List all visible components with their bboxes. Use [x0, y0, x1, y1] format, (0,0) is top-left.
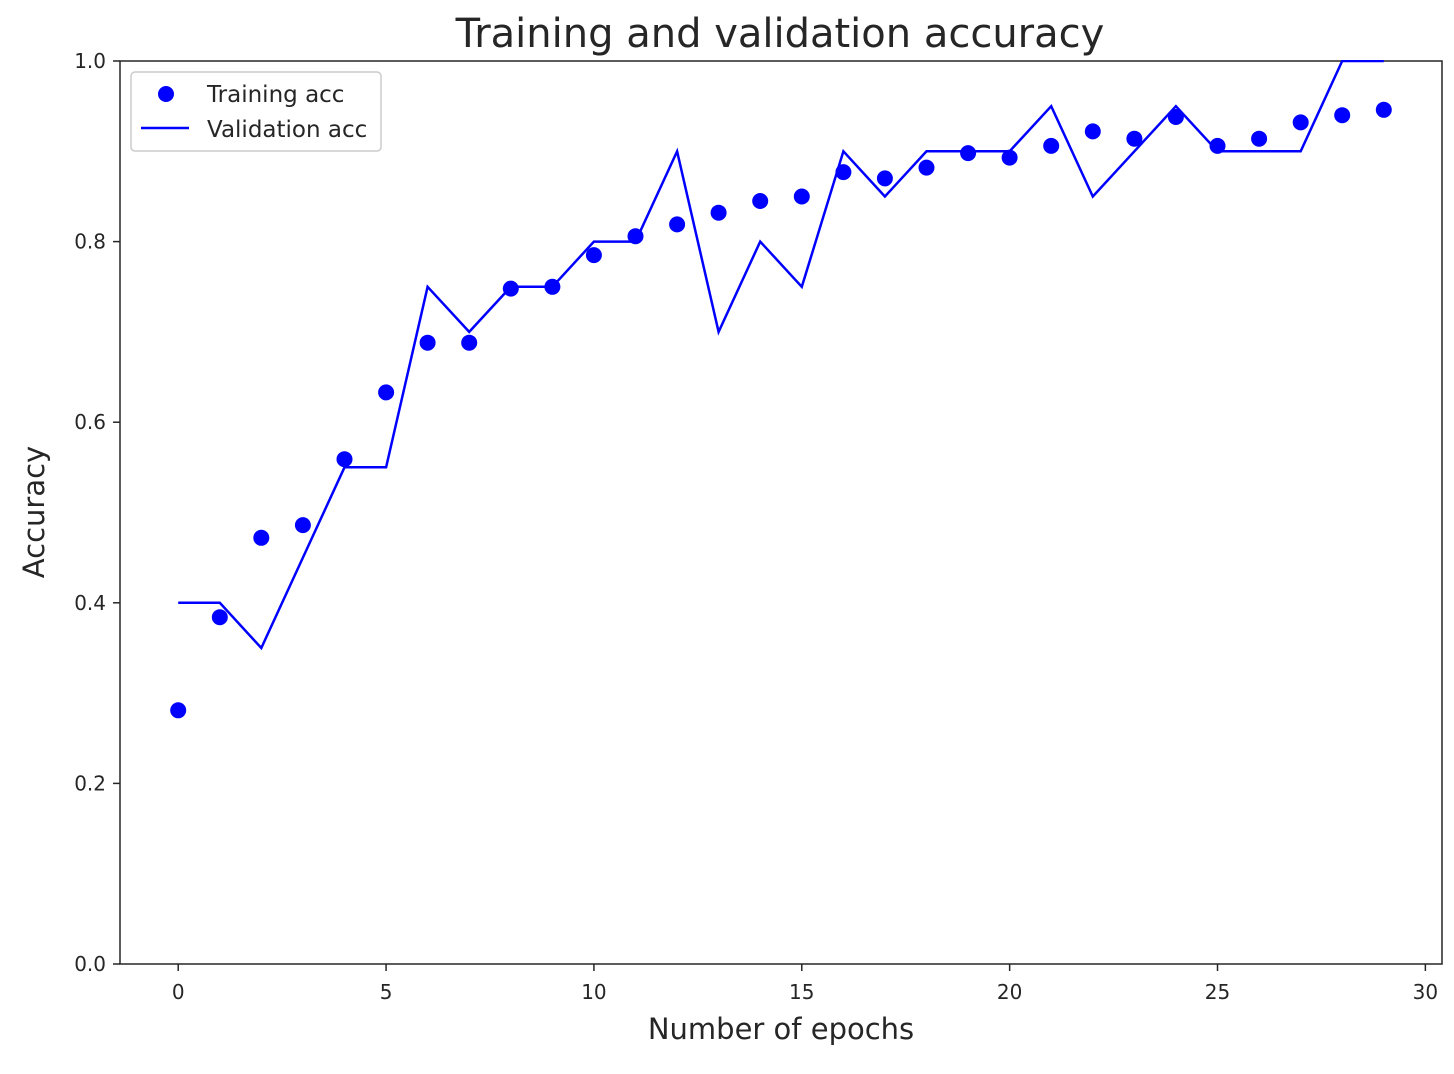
- training-acc-point: [1167, 109, 1184, 125]
- legend: Training acc Validation acc: [130, 71, 382, 152]
- x-tick-label: 0: [172, 980, 185, 1004]
- training-acc-point: [253, 529, 270, 546]
- training-acc-point: [461, 334, 478, 351]
- training-acc-point: [1084, 123, 1101, 140]
- legend-frame: [130, 71, 382, 152]
- x-axis-ticks: 0 5 10 15 20 25 30: [172, 964, 1438, 1004]
- y-tick-label: 0.8: [74, 230, 106, 254]
- legend-label-training: Training acc: [206, 82, 344, 108]
- x-tick-label: 30: [1413, 980, 1438, 1004]
- y-axis-label: Accuracy: [17, 446, 51, 578]
- x-tick-label: 5: [380, 980, 393, 1004]
- training-acc-point: [710, 204, 727, 221]
- training-acc-point: [1126, 130, 1143, 147]
- training-acc-point: [793, 188, 810, 205]
- training-acc-point: [294, 517, 311, 534]
- x-tick-label: 10: [581, 980, 606, 1004]
- training-acc-point: [170, 702, 187, 719]
- training-acc-point: [876, 170, 893, 187]
- training-acc-point: [1001, 149, 1018, 166]
- training-acc-point: [1251, 130, 1268, 147]
- training-acc-point: [544, 278, 561, 295]
- training-acc-point: [960, 145, 977, 162]
- training-acc-point: [1375, 101, 1392, 118]
- x-tick-label: 20: [997, 980, 1022, 1004]
- y-tick-label: 0.4: [74, 591, 106, 615]
- training-acc-point: [669, 216, 686, 233]
- chart-title: Training and validation accuracy: [455, 11, 1105, 57]
- legend-marker-training: [158, 86, 174, 102]
- y-tick-label: 0.2: [74, 771, 106, 795]
- training-acc-point: [378, 384, 395, 401]
- y-tick-label: 1.0: [74, 49, 106, 73]
- training-acc-point: [835, 164, 852, 181]
- training-acc-point: [211, 609, 228, 626]
- training-acc-point: [585, 247, 602, 264]
- y-axis-ticks: 0.0 0.2 0.4 0.6 0.8 1.0: [74, 49, 120, 976]
- x-tick-label: 15: [789, 980, 814, 1004]
- training-acc-point: [336, 451, 353, 468]
- training-acc-point: [502, 280, 519, 297]
- training-acc-point: [627, 228, 644, 245]
- x-tick-label: 25: [1205, 980, 1230, 1004]
- training-acc-point: [1292, 114, 1309, 131]
- plot-area: 0 5 10 15 20 25 30 0.0 0.2 0.4 0.6 0.8 1.0: [74, 49, 1443, 1004]
- training-acc-point: [752, 193, 769, 209]
- y-tick-label: 0.6: [74, 410, 106, 434]
- legend-label-validation: Validation acc: [207, 117, 367, 143]
- series-layer: [170, 60, 1392, 719]
- training-acc-point: [1209, 137, 1226, 154]
- training-acc-point: [419, 334, 436, 351]
- training-acc-point: [1043, 137, 1060, 154]
- training-acc-point: [1334, 107, 1351, 124]
- training-acc-point: [918, 159, 935, 176]
- plot-frame: [119, 60, 1443, 965]
- y-tick-label: 0.0: [74, 952, 106, 976]
- x-axis-label: Number of epochs: [648, 1012, 914, 1046]
